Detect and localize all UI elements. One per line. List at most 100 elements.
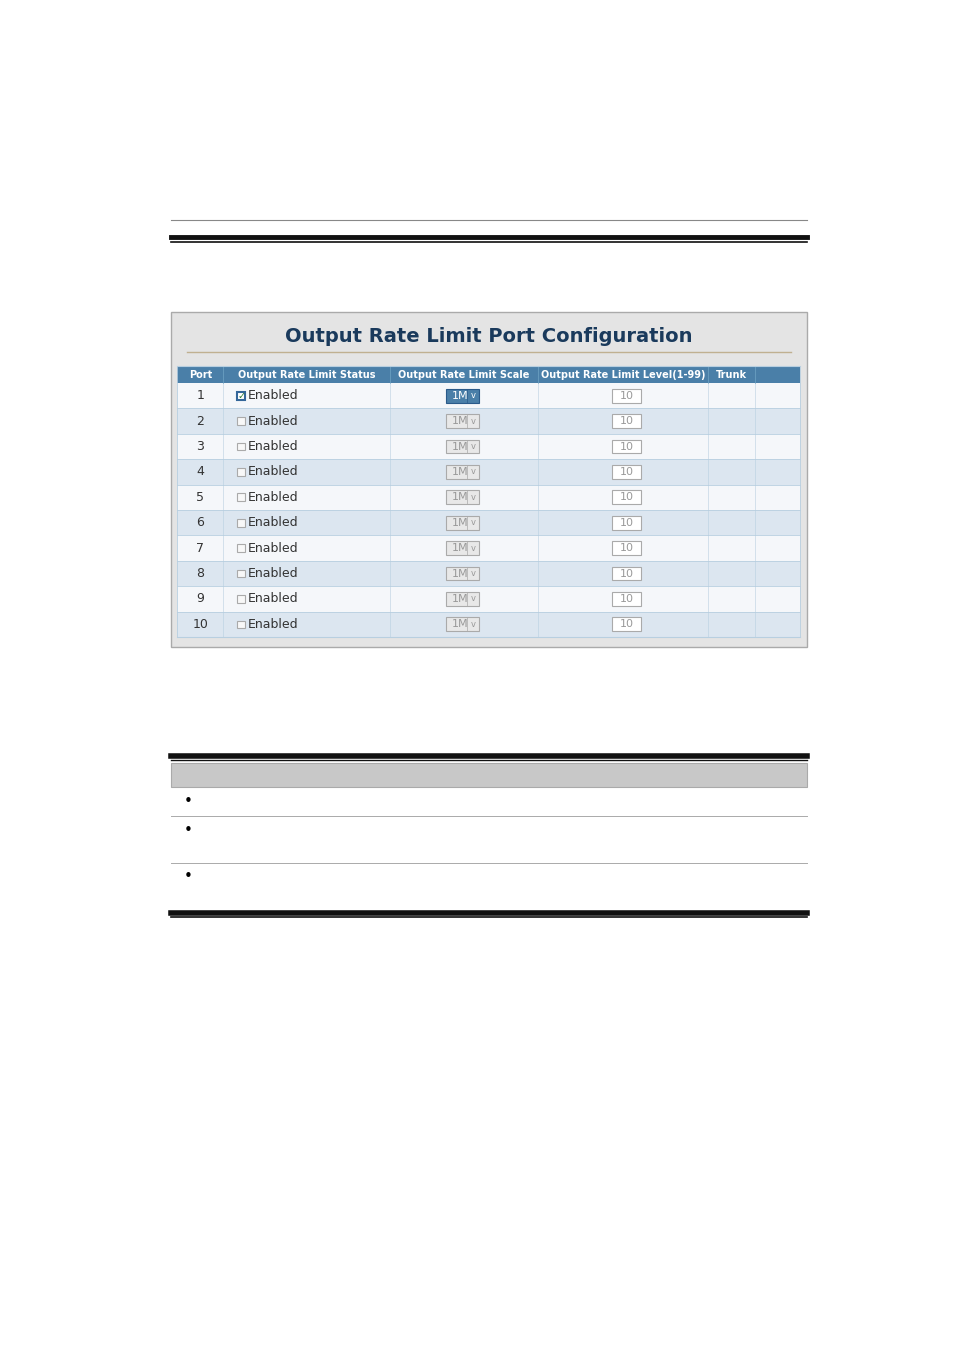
FancyBboxPatch shape — [612, 617, 640, 632]
FancyBboxPatch shape — [612, 414, 640, 428]
FancyBboxPatch shape — [612, 440, 640, 454]
Text: v: v — [470, 620, 475, 629]
Text: v: v — [470, 417, 475, 425]
Text: •: • — [183, 824, 193, 838]
FancyBboxPatch shape — [612, 516, 640, 529]
Text: •: • — [183, 794, 193, 809]
Text: v: v — [470, 493, 475, 502]
FancyBboxPatch shape — [446, 440, 478, 454]
FancyBboxPatch shape — [237, 443, 245, 451]
Text: 10: 10 — [619, 493, 633, 502]
Text: 8: 8 — [196, 567, 204, 580]
Text: 5: 5 — [196, 491, 204, 504]
Text: 10: 10 — [193, 618, 208, 630]
FancyBboxPatch shape — [237, 544, 245, 552]
Text: 2: 2 — [196, 414, 204, 428]
Text: 10: 10 — [619, 620, 633, 629]
Text: •: • — [183, 869, 193, 884]
Text: 10: 10 — [619, 543, 633, 554]
Text: 6: 6 — [196, 516, 204, 529]
Text: 1M: 1M — [451, 568, 468, 579]
FancyBboxPatch shape — [446, 414, 478, 428]
FancyBboxPatch shape — [177, 383, 800, 409]
FancyBboxPatch shape — [177, 485, 800, 510]
Text: v: v — [470, 570, 475, 578]
FancyBboxPatch shape — [177, 612, 800, 637]
FancyBboxPatch shape — [612, 464, 640, 479]
FancyBboxPatch shape — [171, 312, 806, 647]
Text: 9: 9 — [196, 593, 204, 605]
FancyBboxPatch shape — [171, 763, 806, 787]
Text: v: v — [470, 441, 475, 451]
Text: Trunk: Trunk — [716, 370, 746, 379]
FancyBboxPatch shape — [612, 389, 640, 402]
FancyBboxPatch shape — [612, 541, 640, 555]
Text: 1M: 1M — [451, 518, 468, 528]
Text: 10: 10 — [619, 518, 633, 528]
Text: v: v — [470, 518, 475, 528]
Text: 1M: 1M — [451, 467, 468, 477]
Text: 10: 10 — [619, 441, 633, 451]
FancyBboxPatch shape — [446, 567, 478, 580]
Text: 10: 10 — [619, 390, 633, 401]
Text: 1M: 1M — [451, 390, 468, 401]
Text: 1M: 1M — [451, 441, 468, 451]
Text: Output Rate Limit Port Configuration: Output Rate Limit Port Configuration — [285, 327, 692, 347]
FancyBboxPatch shape — [446, 541, 478, 555]
Text: 7: 7 — [196, 541, 204, 555]
Text: 1: 1 — [196, 389, 204, 402]
Text: 10: 10 — [619, 594, 633, 603]
Text: Enabled: Enabled — [247, 389, 298, 402]
Text: Enabled: Enabled — [247, 567, 298, 580]
Text: v: v — [470, 594, 475, 603]
Text: Enabled: Enabled — [247, 414, 298, 428]
FancyBboxPatch shape — [177, 433, 800, 459]
FancyBboxPatch shape — [237, 392, 245, 400]
Text: 10: 10 — [619, 467, 633, 477]
Text: Output Rate Limit Level(1-99): Output Rate Limit Level(1-99) — [540, 370, 704, 379]
Text: v: v — [470, 467, 475, 477]
Text: Enabled: Enabled — [247, 618, 298, 630]
FancyBboxPatch shape — [237, 621, 245, 628]
FancyBboxPatch shape — [446, 490, 478, 505]
Text: Enabled: Enabled — [247, 541, 298, 555]
FancyBboxPatch shape — [612, 490, 640, 505]
FancyBboxPatch shape — [612, 567, 640, 580]
FancyBboxPatch shape — [446, 593, 478, 606]
Text: 1M: 1M — [451, 416, 468, 427]
Text: 1M: 1M — [451, 594, 468, 603]
Text: Enabled: Enabled — [247, 593, 298, 605]
Text: Output Rate Limit Scale: Output Rate Limit Scale — [398, 370, 529, 379]
Text: 1M: 1M — [451, 543, 468, 554]
Text: Output Rate Limit Status: Output Rate Limit Status — [238, 370, 375, 379]
FancyBboxPatch shape — [237, 468, 245, 475]
Text: Enabled: Enabled — [247, 516, 298, 529]
FancyBboxPatch shape — [237, 494, 245, 501]
FancyBboxPatch shape — [237, 417, 245, 425]
Text: 1M: 1M — [451, 620, 468, 629]
FancyBboxPatch shape — [612, 593, 640, 606]
Text: Port: Port — [189, 370, 212, 379]
FancyBboxPatch shape — [237, 595, 245, 603]
Text: v: v — [470, 392, 475, 400]
FancyBboxPatch shape — [237, 518, 245, 526]
Text: 3: 3 — [196, 440, 204, 454]
Text: Enabled: Enabled — [247, 491, 298, 504]
Text: v: v — [470, 544, 475, 552]
FancyBboxPatch shape — [177, 560, 800, 586]
FancyBboxPatch shape — [446, 617, 478, 632]
Text: Enabled: Enabled — [247, 466, 298, 478]
FancyBboxPatch shape — [177, 536, 800, 560]
Text: Enabled: Enabled — [247, 440, 298, 454]
FancyBboxPatch shape — [177, 510, 800, 536]
Text: 10: 10 — [619, 416, 633, 427]
Text: 4: 4 — [196, 466, 204, 478]
FancyBboxPatch shape — [446, 389, 478, 402]
FancyBboxPatch shape — [177, 409, 800, 433]
FancyBboxPatch shape — [177, 366, 800, 383]
FancyBboxPatch shape — [177, 586, 800, 612]
Text: 1M: 1M — [451, 493, 468, 502]
Text: 10: 10 — [619, 568, 633, 579]
FancyBboxPatch shape — [446, 464, 478, 479]
FancyBboxPatch shape — [177, 459, 800, 485]
